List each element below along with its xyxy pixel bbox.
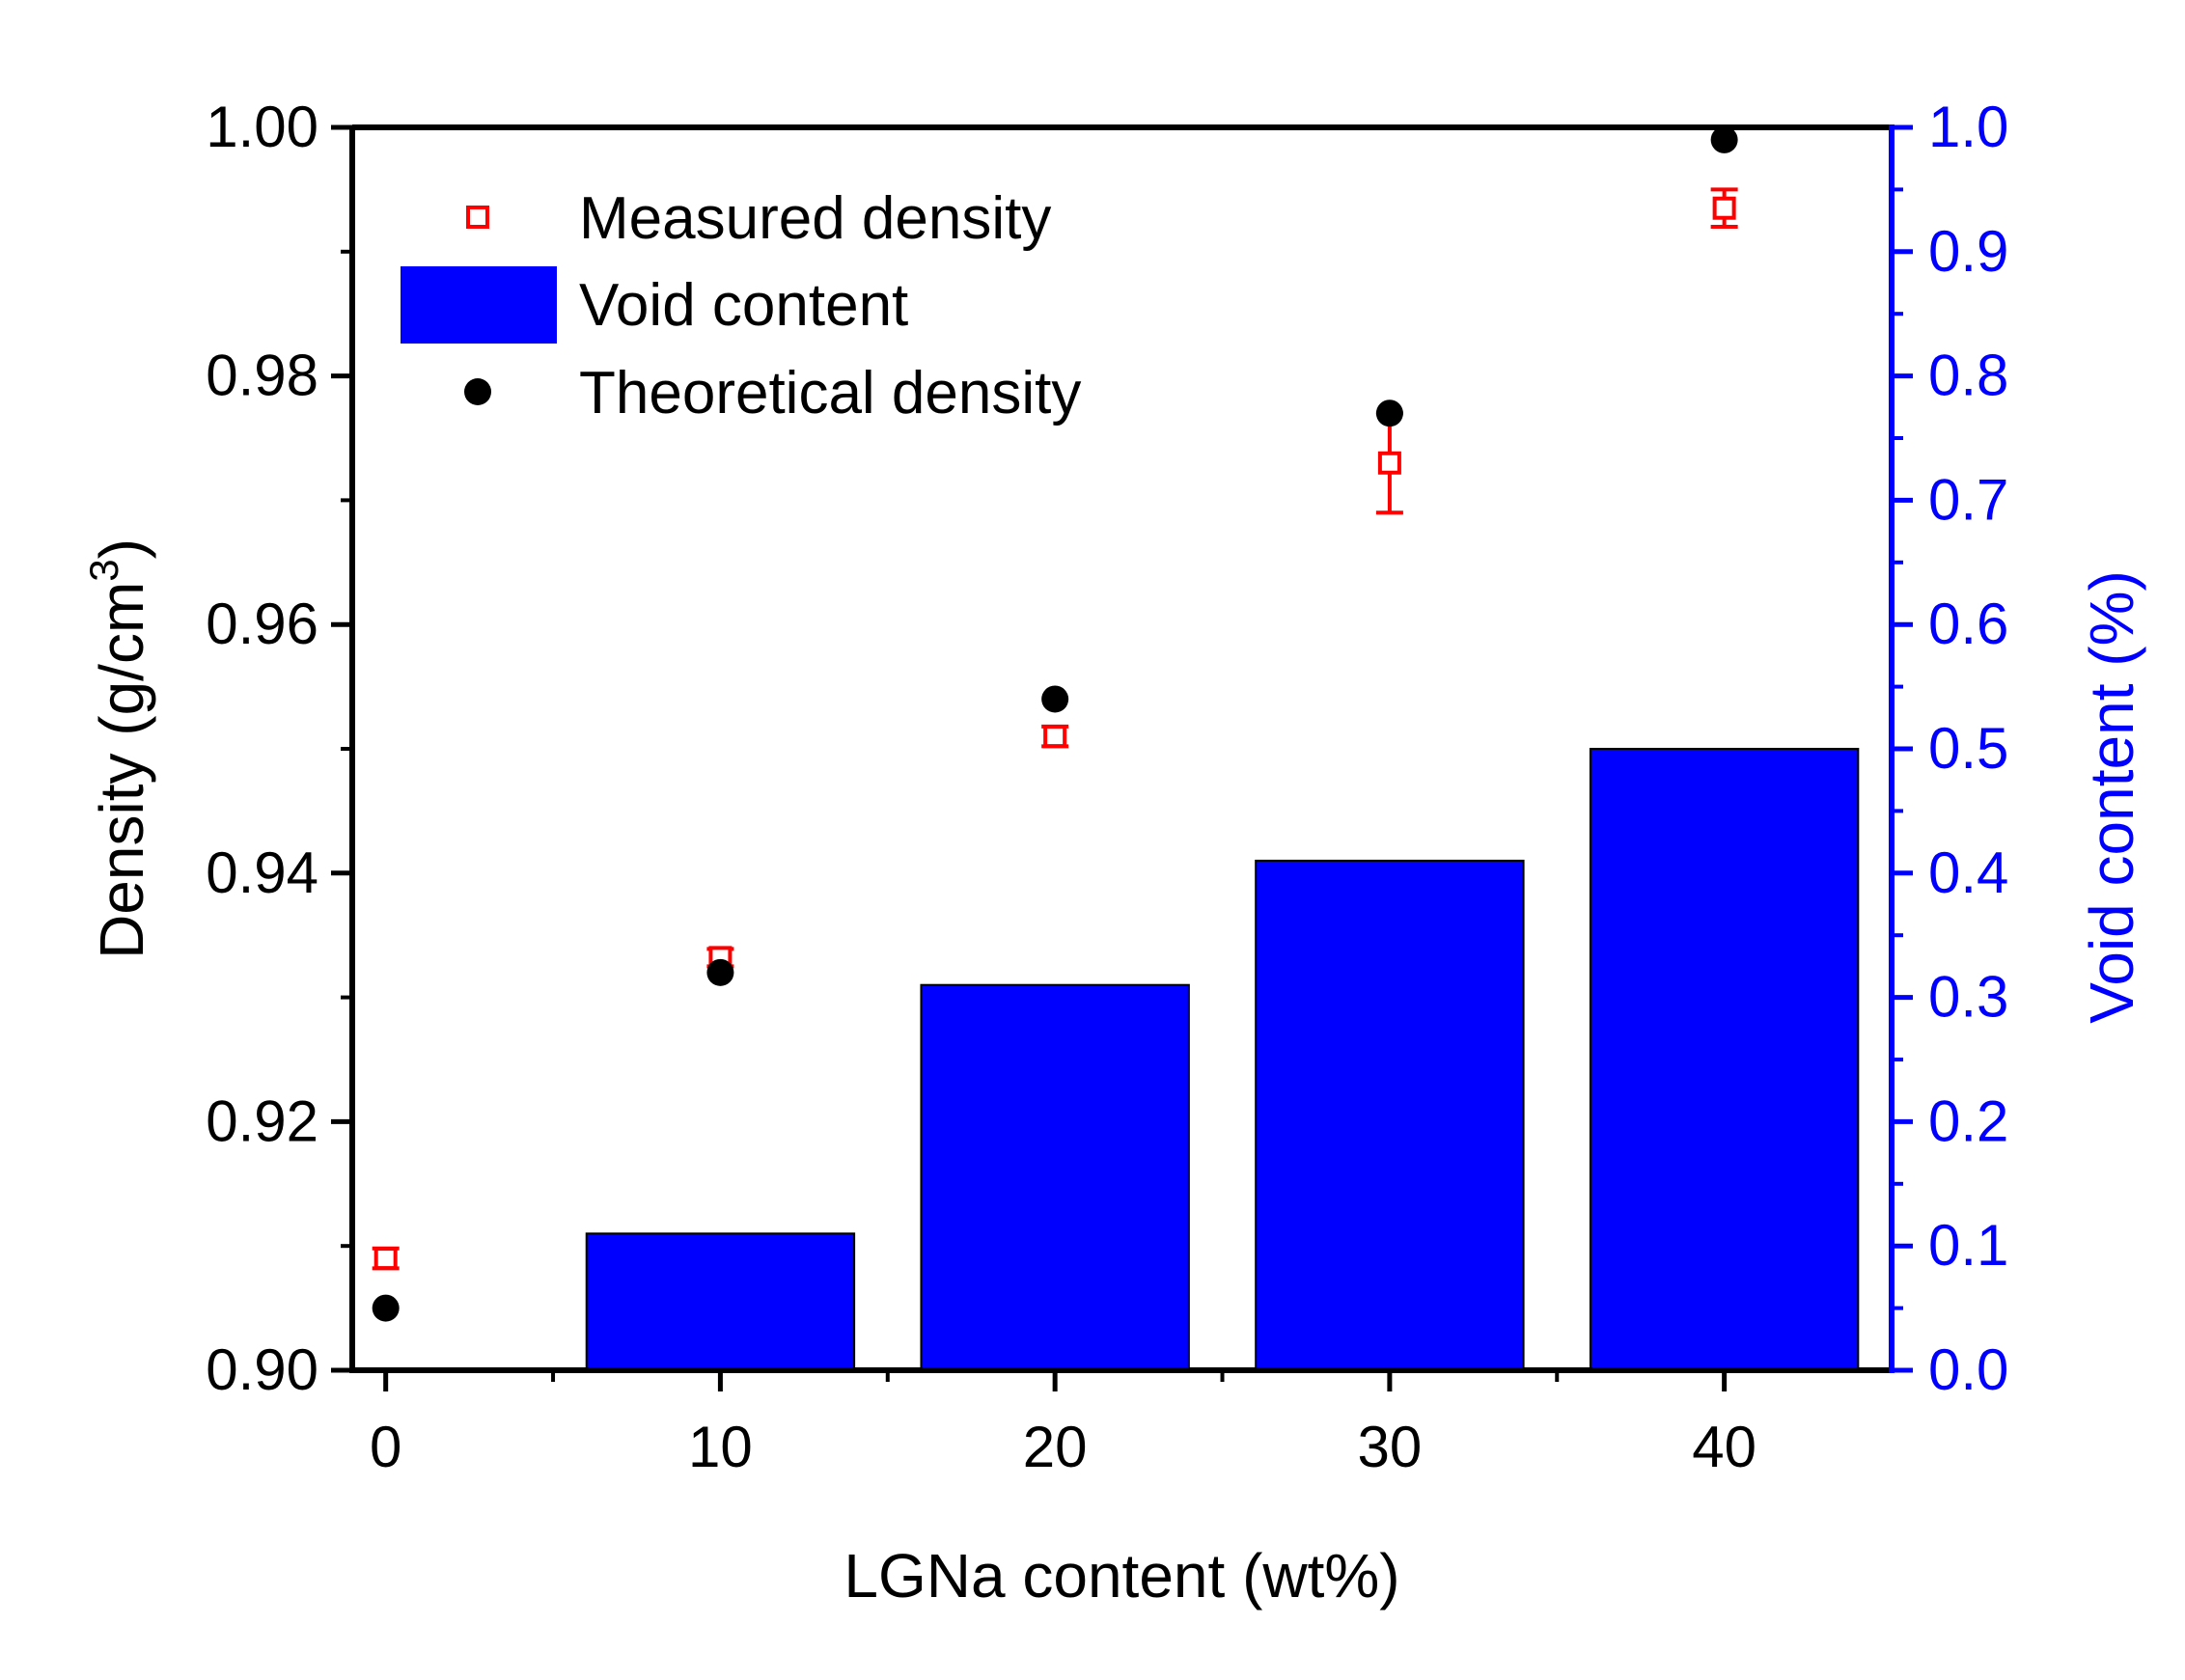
- left-axis-title-prefix: Density (g/cm: [87, 582, 156, 959]
- bottom-axis: 0 10 20 30 40: [370, 1370, 1756, 1479]
- legend-void-label: Void content: [579, 272, 908, 339]
- void-bar-30: [1255, 859, 1525, 1371]
- right-axis: 0.0 0.1 0.2 0.3 0.4 0.5 0.6 0.7 0.8 0.9 1.0: [1892, 95, 2008, 1402]
- bottom-tick-label: 40: [1692, 1415, 1756, 1479]
- left-axis-title-superscript: 3: [81, 559, 126, 581]
- left-tick-label: 0.96: [206, 592, 318, 656]
- legend-void-symbol: [401, 266, 557, 344]
- right-tick-label: 0.7: [1928, 467, 2008, 532]
- left-tick-label: 0.90: [206, 1337, 318, 1402]
- measured-point-20: [1043, 725, 1067, 749]
- right-tick-label: 0.3: [1928, 965, 2008, 1030]
- legend-measured-label: Measured density: [579, 185, 1051, 252]
- measured-point-30: [1377, 451, 1401, 475]
- theoretical-point-20: [1041, 685, 1069, 713]
- right-tick-label: 0.9: [1928, 219, 2008, 284]
- left-axis-title: Density (g/cm3): [81, 538, 156, 959]
- right-tick-label: 0.6: [1928, 592, 2008, 656]
- legend-theoretical-symbol: [464, 378, 491, 405]
- right-tick-label: 0.1: [1928, 1213, 2008, 1278]
- left-axis: 0.90 0.92 0.94 0.96 0.98 1.00: [206, 95, 352, 1402]
- measured-point-0: [373, 1247, 398, 1271]
- theoretical-point-30: [1375, 399, 1403, 427]
- left-tick-label: 1.00: [206, 95, 318, 159]
- right-tick-label: 0.8: [1928, 344, 2008, 408]
- left-tick-label: 0.92: [206, 1088, 318, 1153]
- x-axis-title: LGNa content (wt%): [844, 1541, 1399, 1611]
- bottom-tick-label: 0: [370, 1415, 401, 1479]
- right-tick-label: 0.0: [1928, 1337, 2008, 1402]
- legend-theoretical-label: Theoretical density: [579, 360, 1081, 427]
- void-bar-20: [920, 983, 1190, 1371]
- data-markers: [372, 125, 1738, 1322]
- right-axis-title: Void content (%): [2077, 570, 2146, 1024]
- theoretical-point-40: [1710, 125, 1738, 153]
- right-tick-label: 0.5: [1928, 716, 2008, 781]
- bottom-tick-label: 10: [688, 1415, 753, 1479]
- void-bar-40: [1589, 748, 1860, 1371]
- measured-point-40: [1712, 196, 1736, 220]
- legend: Measured density Void content Theoretical …: [401, 185, 1081, 427]
- right-tick-label: 1.0: [1928, 95, 2008, 159]
- theoretical-point-10: [706, 958, 734, 986]
- axis-titles: LGNa content (wt%) Density (g/cm3) Void co…: [81, 538, 2146, 1611]
- left-tick-label: 0.94: [206, 840, 318, 905]
- left-axis-title-suffix: ): [87, 538, 156, 559]
- bottom-tick-label: 20: [1023, 1415, 1088, 1479]
- theoretical-point-0: [372, 1294, 400, 1322]
- void-bar-10: [585, 1232, 856, 1371]
- bottom-tick-label: 30: [1358, 1415, 1423, 1479]
- right-tick-label: 0.4: [1928, 840, 2008, 905]
- left-tick-label: 0.98: [206, 344, 318, 408]
- void-content-bars: [585, 748, 1860, 1371]
- legend-measured-symbol: [466, 206, 489, 229]
- right-tick-label: 0.2: [1928, 1088, 2008, 1153]
